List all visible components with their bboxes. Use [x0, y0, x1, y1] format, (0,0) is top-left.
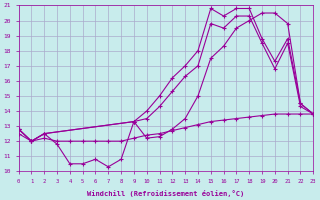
X-axis label: Windchill (Refroidissement éolien,°C): Windchill (Refroidissement éolien,°C): [87, 190, 244, 197]
